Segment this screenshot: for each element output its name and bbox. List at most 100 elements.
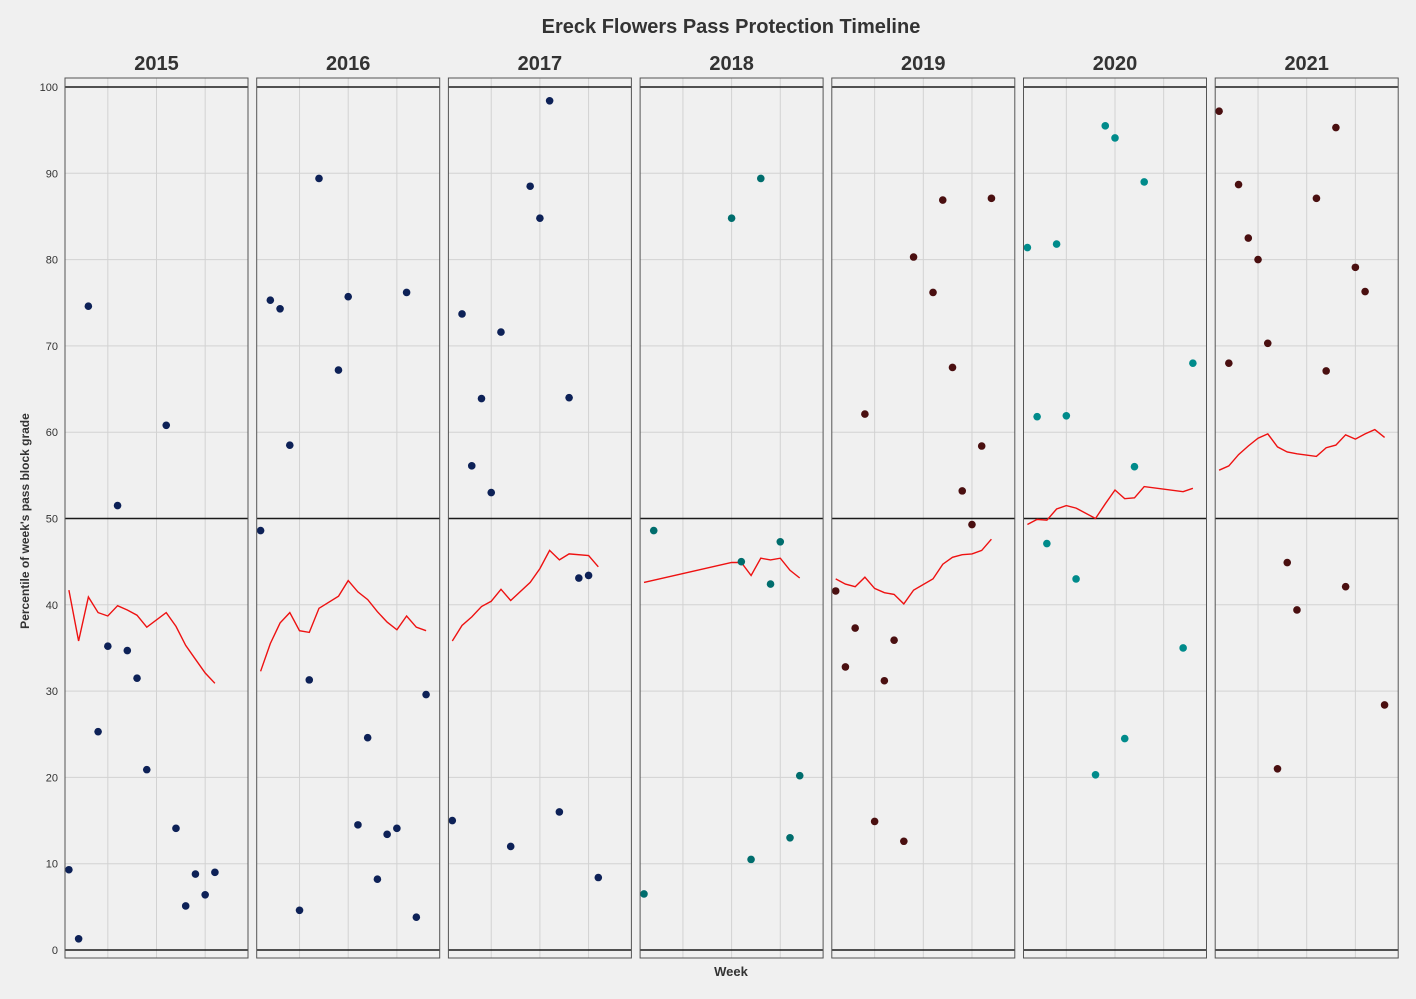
data-point — [162, 421, 171, 430]
data-point — [766, 580, 775, 588]
data-point — [191, 870, 200, 878]
data-point — [649, 526, 658, 535]
data-point — [1043, 539, 1051, 548]
data-point — [448, 816, 457, 825]
facet-panel-2021: 2021 — [1214, 53, 1399, 959]
data-point — [363, 733, 372, 742]
facet-panel-2019: 2019 — [831, 53, 1016, 959]
data-point — [890, 636, 898, 644]
data-point — [412, 913, 421, 922]
data-point — [1254, 255, 1262, 264]
y-tick-label: 20 — [46, 772, 58, 784]
data-point — [948, 363, 957, 372]
panel-border — [1214, 77, 1399, 959]
data-point — [1062, 412, 1071, 420]
data-point — [565, 393, 573, 402]
data-point — [737, 557, 746, 566]
y-axis-label: Percentile of week's pass block grade — [18, 413, 32, 629]
data-point — [373, 875, 382, 884]
panel-border — [64, 77, 249, 959]
data-point — [1120, 734, 1129, 743]
data-point — [344, 292, 353, 301]
data-point — [334, 366, 343, 374]
data-point — [929, 288, 937, 297]
panel-border — [256, 77, 441, 959]
facet-strip-label: 2019 — [901, 53, 946, 75]
data-point — [831, 587, 840, 595]
data-point — [315, 174, 323, 183]
trend-line — [835, 538, 992, 605]
data-point — [880, 676, 889, 685]
data-point — [757, 174, 765, 183]
data-point — [1322, 367, 1330, 375]
data-point — [497, 328, 505, 336]
data-point — [1130, 462, 1139, 471]
panel-border — [639, 77, 824, 959]
chart-title: Ereck Flowers Pass Protection Timeline — [542, 16, 921, 38]
panel-border — [1023, 77, 1207, 959]
data-point — [201, 890, 209, 899]
data-point — [958, 487, 967, 495]
facet-strip-label: 2016 — [326, 53, 371, 75]
facet-strip-label: 2018 — [709, 53, 754, 75]
data-point — [1273, 764, 1282, 773]
y-tick-label: 70 — [46, 341, 58, 353]
panel-border — [831, 77, 1016, 959]
y-tick-label: 80 — [46, 255, 58, 267]
data-point — [142, 765, 151, 774]
data-point — [133, 674, 141, 682]
data-point — [526, 182, 534, 191]
facet-strip-label: 2021 — [1284, 53, 1329, 75]
data-point — [295, 906, 304, 915]
trend-line — [1218, 428, 1386, 471]
data-point — [786, 834, 794, 842]
facet-panel-2017: 2017 — [447, 53, 632, 959]
data-point — [938, 196, 947, 204]
data-point — [1263, 339, 1272, 348]
data-point — [305, 676, 314, 684]
data-point — [1332, 123, 1340, 132]
data-point — [1111, 134, 1119, 142]
data-point — [977, 442, 986, 450]
y-tick-label: 100 — [40, 82, 58, 94]
data-point — [1023, 243, 1032, 252]
data-point — [536, 214, 544, 222]
trend-line — [259, 579, 427, 672]
data-point — [861, 410, 869, 418]
data-point — [1225, 359, 1233, 367]
data-point — [1189, 359, 1197, 367]
data-point — [1101, 122, 1110, 130]
data-point — [354, 821, 362, 829]
data-point — [172, 824, 180, 833]
data-point — [74, 934, 83, 943]
data-point — [211, 868, 219, 877]
data-point — [575, 574, 583, 582]
facet-panel-2018: 2018 — [639, 53, 824, 959]
y-tick-label: 10 — [46, 859, 58, 871]
facet-panel-2020: 2020 — [1023, 53, 1207, 959]
data-point — [747, 855, 755, 864]
data-point — [256, 526, 265, 535]
data-point — [123, 646, 132, 655]
data-point — [1380, 701, 1389, 709]
facet-strip-label: 2017 — [518, 53, 563, 75]
data-point — [393, 824, 401, 833]
y-tick-label: 50 — [46, 514, 58, 526]
data-point — [968, 520, 976, 529]
trend-line — [1027, 485, 1194, 526]
data-point — [1215, 107, 1223, 115]
data-point — [594, 873, 603, 882]
data-point — [841, 663, 850, 671]
data-point — [1179, 644, 1187, 652]
data-point — [1283, 558, 1292, 567]
data-point — [1234, 180, 1243, 189]
y-tick-label: 30 — [46, 686, 58, 698]
data-point — [795, 771, 804, 780]
data-point — [584, 571, 593, 580]
data-point — [487, 488, 496, 497]
facet-panel-2015: 2015 — [64, 53, 249, 959]
data-point — [458, 310, 466, 318]
data-point — [545, 97, 554, 105]
facet-panels: 2015 2016 2017 2018 2019 2020 2021 — [64, 53, 1399, 959]
